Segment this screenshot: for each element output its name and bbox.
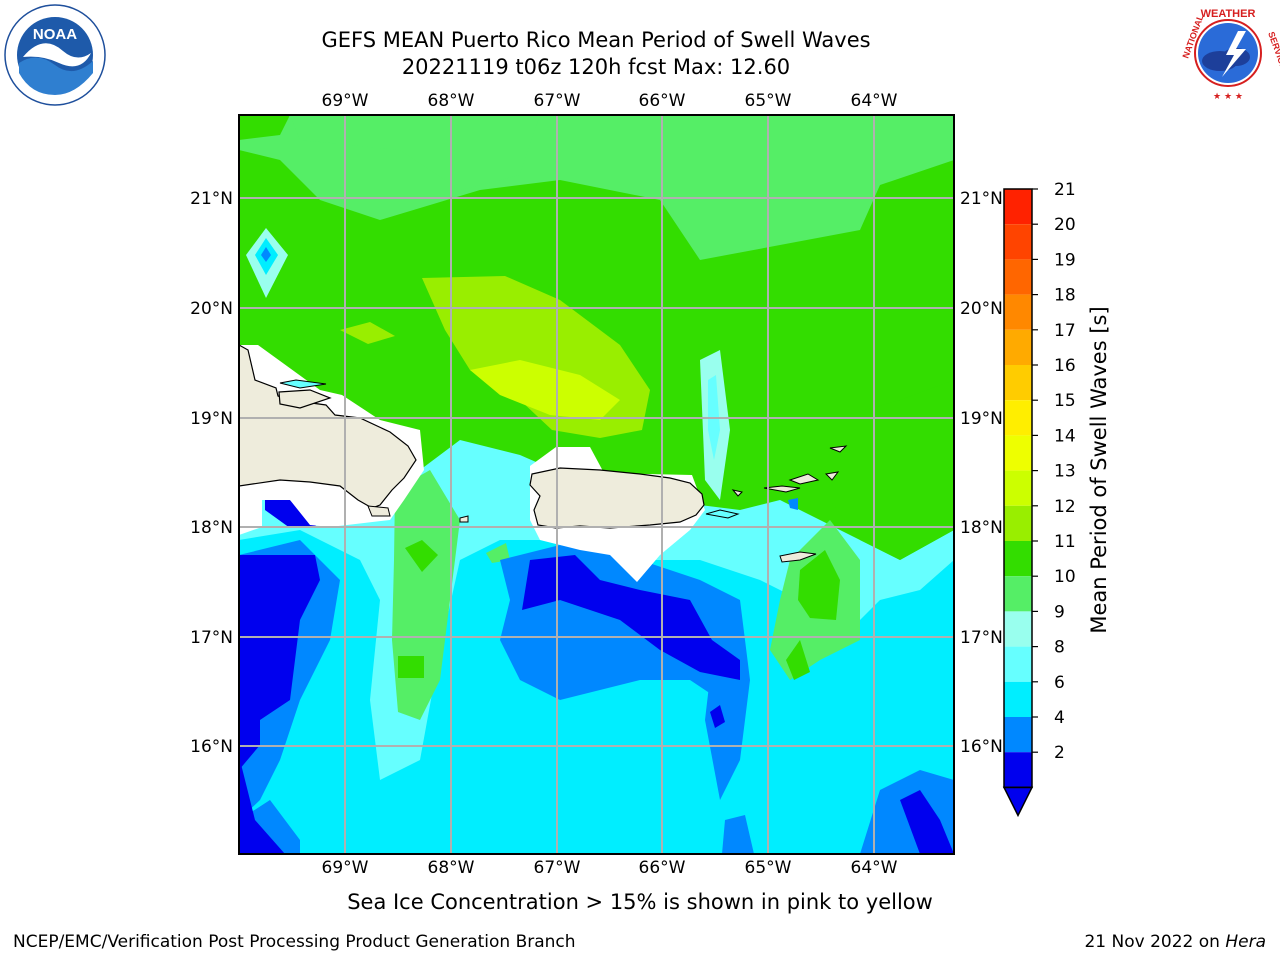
colorbar-tick-label: 16 [1054,356,1076,376]
colorbar-swatch [1004,400,1032,436]
colorbar-swatch [1004,681,1032,717]
colorbar-tick-label: 14 [1054,426,1076,446]
chart-subtitle: 20221119 t06z 120h fcst Max: 12.60 [401,55,791,79]
colorbar-tick-label: 8 [1054,638,1065,658]
lat-label: 21°N [960,189,1003,209]
lat-label: 16°N [960,737,1003,757]
lon-label: 67°W [534,91,581,111]
colorbar-tick-label: 4 [1054,708,1065,728]
colorbar-swatch [1004,435,1032,471]
lat-label: 18°N [960,518,1003,538]
colorbar-swatch [1004,541,1032,577]
colorbar-tick-label: 10 [1054,567,1076,587]
colorbar-tick-label: 20 [1054,215,1076,235]
colorbar-tick-label: 17 [1054,321,1076,341]
graticule [239,115,954,854]
colorbar-swatch [1004,576,1032,612]
lon-label: 66°W [639,91,686,111]
sea-ice-note: Sea Ice Concentration > 15% is shown in … [347,890,933,914]
noaa-logo-icon: NOAA [4,4,106,106]
colorbar-tick-label: 9 [1054,602,1065,622]
lon-label: 65°W [745,858,792,878]
colorbar-swatch [1004,611,1032,647]
colorbar-swatch [1004,259,1032,295]
colorbar-tick-label: 2 [1054,743,1065,763]
lat-label: 20°N [190,299,233,319]
noaa-logo-text: NOAA [33,26,77,43]
colorbar-swatch [1004,365,1032,401]
colorbar-tick-label: 11 [1054,532,1076,552]
lat-label: 21°N [190,189,233,209]
lat-label: 19°N [960,409,1003,429]
colorbar-tick-label: 18 [1054,286,1076,306]
lon-label: 64°W [851,858,898,878]
lat-label: 18°N [190,518,233,538]
colorbar-swatch [1004,505,1032,541]
colorbar-frame [1003,188,1033,789]
lat-labels-right: 21°N 20°N 19°N 18°N 17°N 16°N [960,189,1003,757]
lon-label: 65°W [745,91,792,111]
lon-label: 68°W [428,858,475,878]
lat-label: 17°N [190,628,233,648]
colorbar-swatch [1004,717,1032,753]
footer-date: 21 Nov 2022 on Hera [1084,932,1266,952]
lon-label: 67°W [534,858,581,878]
swell-period-field [239,115,954,854]
lon-label: 66°W [639,858,686,878]
footer-branch: NCEP/EMC/Verification Post Processing Pr… [13,932,576,952]
chart-title: GEFS MEAN Puerto Rico Mean Period of Swe… [321,28,871,52]
colorbar-extend-arrow [1002,786,1034,818]
lat-label: 17°N [960,628,1003,648]
colorbar-swatch [1004,752,1032,788]
colorbar: 21 20 19 18 17 16 15 14 13 12 11 10 9 8 6 4 2 [1002,180,1076,818]
colorbar-tick-label: 15 [1054,391,1076,411]
colorbar-swatch [1004,294,1032,330]
footer-host: Hera [1225,932,1266,952]
lat-label: 16°N [190,737,233,757]
colorbar-label: Mean Period of Swell Waves [s] [1087,306,1111,633]
colorbar-swatch [1004,470,1032,506]
map-frame [238,114,955,855]
lon-label: 69°W [322,858,369,878]
lat-label: 20°N [960,299,1003,319]
colorbar-swatch [1004,189,1032,225]
colorbar-swatch [1004,646,1032,682]
colorbar-tick-label: 13 [1054,462,1076,482]
colorbar-tick-label: 12 [1054,497,1076,517]
nws-logo-icon: WEATHER NATIONAL SERVICE ★ ★ ★ [1180,5,1280,102]
lat-labels-left: 21°N 20°N 19°N 18°N 17°N 16°N [190,189,233,757]
colorbar-swatch [1004,329,1032,365]
footer-date-text: 21 Nov 2022 on [1084,932,1220,952]
lon-labels-bottom: 69°W 68°W 67°W 66°W 65°W 64°W [322,858,898,878]
lon-label: 68°W [428,91,475,111]
colorbar-swatch [1004,224,1032,260]
svg-text:★ ★ ★: ★ ★ ★ [1213,92,1243,102]
lon-label: 64°W [851,91,898,111]
colorbar-tick-label: 21 [1054,180,1076,200]
lon-labels-top: 69°W 68°W 67°W 66°W 65°W 64°W [322,91,898,111]
lat-label: 19°N [190,409,233,429]
svg-text:WEATHER: WEATHER [1201,8,1256,20]
colorbar-tick-label: 6 [1054,673,1065,693]
lon-label: 69°W [322,91,369,111]
colorbar-tick-label: 19 [1054,250,1076,270]
